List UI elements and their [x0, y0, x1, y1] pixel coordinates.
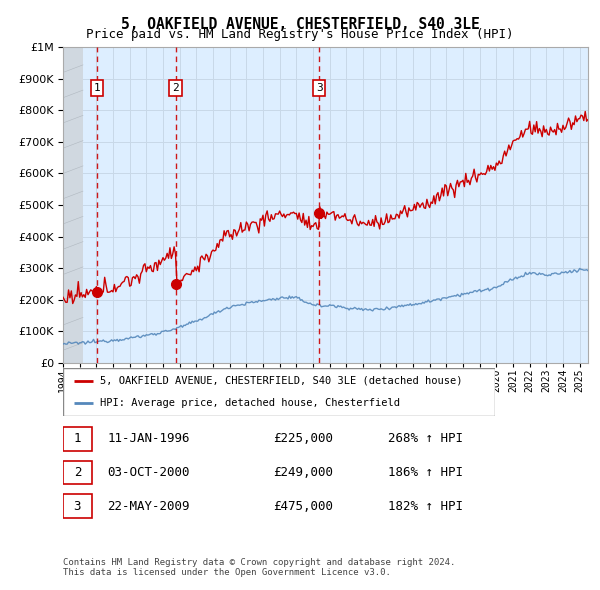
Text: Contains HM Land Registry data © Crown copyright and database right 2024.
This d: Contains HM Land Registry data © Crown c…: [63, 558, 455, 577]
Text: Price paid vs. HM Land Registry's House Price Index (HPI): Price paid vs. HM Land Registry's House …: [86, 28, 514, 41]
Text: 2: 2: [172, 83, 179, 93]
FancyBboxPatch shape: [63, 427, 92, 451]
Text: 03-OCT-2000: 03-OCT-2000: [107, 466, 190, 479]
Text: £225,000: £225,000: [273, 432, 333, 445]
Text: £475,000: £475,000: [273, 500, 333, 513]
Text: 1: 1: [94, 83, 100, 93]
Text: HPI: Average price, detached house, Chesterfield: HPI: Average price, detached house, Ches…: [100, 398, 400, 408]
Text: 268% ↑ HPI: 268% ↑ HPI: [389, 432, 464, 445]
Text: 182% ↑ HPI: 182% ↑ HPI: [389, 500, 464, 513]
Text: 5, OAKFIELD AVENUE, CHESTERFIELD, S40 3LE: 5, OAKFIELD AVENUE, CHESTERFIELD, S40 3L…: [121, 17, 479, 31]
Text: 3: 3: [74, 500, 81, 513]
Text: 5, OAKFIELD AVENUE, CHESTERFIELD, S40 3LE (detached house): 5, OAKFIELD AVENUE, CHESTERFIELD, S40 3L…: [100, 376, 462, 386]
Text: 11-JAN-1996: 11-JAN-1996: [107, 432, 190, 445]
Text: 186% ↑ HPI: 186% ↑ HPI: [389, 466, 464, 479]
Text: 3: 3: [316, 83, 323, 93]
FancyBboxPatch shape: [63, 461, 92, 484]
Text: 2: 2: [74, 466, 81, 479]
Text: 22-MAY-2009: 22-MAY-2009: [107, 500, 190, 513]
Text: 1: 1: [74, 432, 81, 445]
FancyBboxPatch shape: [63, 494, 92, 518]
Text: £249,000: £249,000: [273, 466, 333, 479]
